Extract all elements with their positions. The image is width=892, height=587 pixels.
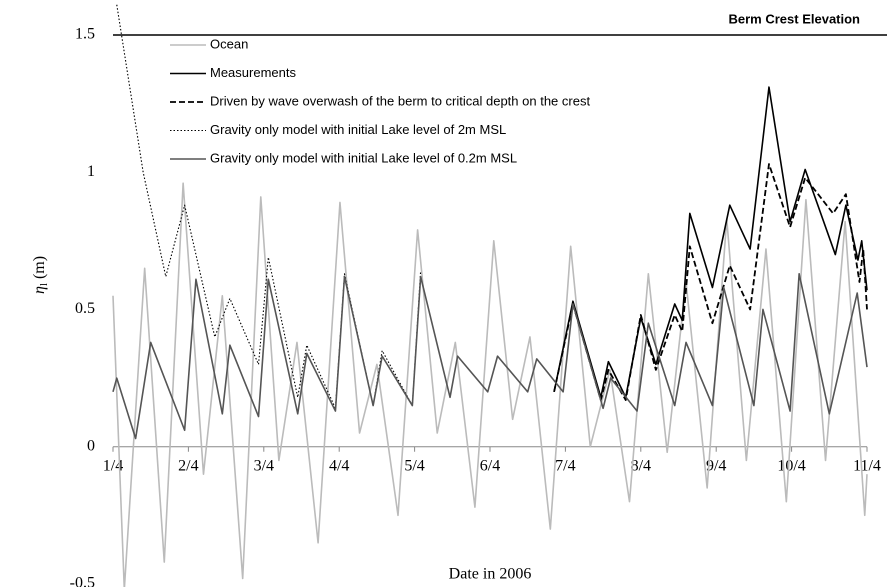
legend-label: Gravity only model with initial Lake lev… (210, 150, 517, 165)
x-tick-label: 10/4 (777, 457, 805, 474)
series-line (553, 163, 868, 401)
x-tick-label: 7/4 (555, 457, 575, 474)
y-tick-label: 1.5 (75, 26, 95, 43)
x-tick-label: 1/4 (103, 457, 123, 474)
x-tick-label: 3/4 (254, 457, 274, 474)
y-label-subscript: l (38, 283, 50, 286)
y-tick-label: 1 (87, 163, 95, 180)
x-axis-label: Date in 2006 (449, 566, 532, 583)
legend-label: Driven by wave overwash of the berm to c… (210, 93, 590, 108)
x-tick-label: 9/4 (706, 457, 726, 474)
y-label-symbol: η (31, 286, 48, 294)
series-line (112, 182, 868, 587)
y-tick-label: 0.5 (75, 300, 95, 317)
series-line (116, 4, 422, 409)
x-tick-label: 2/4 (178, 457, 198, 474)
x-tick-label: 11/4 (853, 457, 881, 474)
x-tick-label: 4/4 (329, 457, 349, 474)
legend-label: Gravity only model with initial Lake lev… (210, 122, 506, 137)
x-tick-label: 6/4 (480, 457, 500, 474)
series-line (112, 272, 868, 440)
legend-label: Ocean (210, 36, 248, 51)
y-tick-label: 0 (87, 437, 95, 454)
x-tick-label: 5/4 (404, 457, 424, 474)
x-tick-label: 8/4 (631, 457, 651, 474)
series-line (553, 86, 868, 399)
y-axis-label: ηl (m) (31, 256, 50, 294)
y-label-unit: (m) (31, 256, 48, 279)
legend-label: Measurements (210, 65, 296, 80)
annotation: Berm Crest Elevation (729, 11, 861, 26)
y-tick-label: -0.5 (70, 575, 95, 587)
